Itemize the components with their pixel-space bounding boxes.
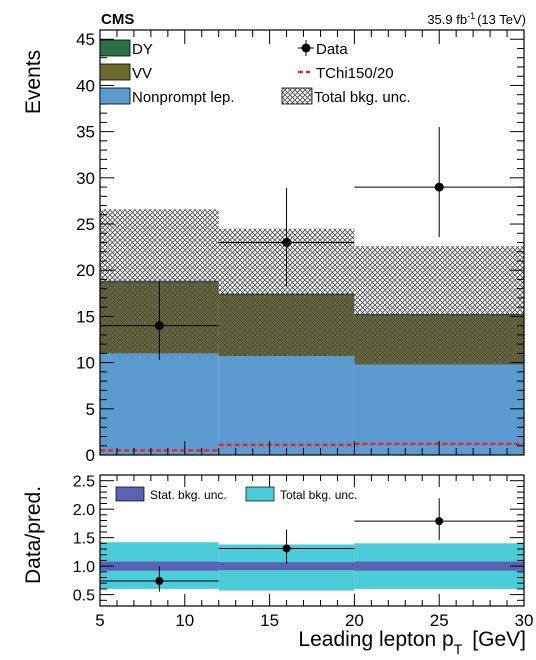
luminosity-value: 35.9 fb bbox=[427, 12, 467, 27]
ratio-point-1 bbox=[282, 544, 291, 553]
ratio-legend-swatch-stat bbox=[115, 486, 145, 502]
y-tick-label-40: 40 bbox=[76, 76, 95, 95]
legend-entry-unc: Total bkg. unc. bbox=[281, 87, 411, 106]
legend-label-data: Data bbox=[316, 41, 348, 58]
y-tick-label-45: 45 bbox=[76, 30, 95, 49]
y-tick-label-25: 25 bbox=[76, 215, 95, 234]
x-axis-title-unit: [GeV] bbox=[472, 628, 526, 651]
legend-label-signal: TChi150/20 bbox=[316, 65, 394, 82]
legend-entry-nonprompt: Nonprompt lep. bbox=[99, 87, 235, 106]
ratio-legend-entry-total: Total bkg. unc. bbox=[245, 486, 357, 502]
x-tick-label-30: 30 bbox=[515, 611, 534, 630]
y-tick-label-30: 30 bbox=[76, 169, 95, 188]
x-axis-title-subscript: T bbox=[454, 641, 463, 657]
legend-swatch-nonprompt bbox=[99, 87, 131, 105]
data-point-2 bbox=[434, 182, 444, 192]
legend-label-vv: VV bbox=[132, 65, 152, 82]
energy-label: (13 TeV) bbox=[477, 12, 526, 27]
legend-label-unc: Total bkg. unc. bbox=[314, 89, 411, 106]
luminosity-label: 35.9 fb-1 (13 TeV) bbox=[427, 11, 526, 27]
ratio-y-tick-label-2.5: 2.5 bbox=[73, 474, 95, 491]
y-tick-label-35: 35 bbox=[76, 123, 95, 142]
y-tick-label-15: 15 bbox=[76, 307, 95, 326]
ratio-y-tick-label-1.0: 1.0 bbox=[73, 559, 95, 576]
legend-label-dy: DY bbox=[132, 41, 153, 58]
legend-swatch-dy bbox=[99, 39, 131, 57]
legend-entry-vv: VV bbox=[99, 63, 152, 82]
x-tick-label-15: 15 bbox=[260, 611, 279, 630]
legend-swatch-unc bbox=[281, 87, 313, 105]
legend-marker-dot bbox=[301, 43, 311, 53]
main-plot: 0 5 10 15 20 25 30 35 40 45 DY VV Nonprompt lep. Data… bbox=[76, 29, 525, 465]
legend-entry-signal: TChi150/20 bbox=[298, 65, 394, 82]
x-tick-label-25: 25 bbox=[430, 611, 449, 630]
uncertainty-band-2 bbox=[354, 246, 524, 365]
bar-nonprompt-lep-2 bbox=[354, 364, 524, 455]
ratio-legend-entry-stat: Stat. bkg. unc. bbox=[115, 486, 227, 502]
x-axis-title-main: Leading lepton p bbox=[298, 628, 453, 651]
y-tick-label-5: 5 bbox=[86, 400, 95, 419]
y-tick-label-0: 0 bbox=[86, 446, 95, 465]
ratio-plot: 0.5 1.0 1.5 2.0 2.5 5 10 15 20 25 30 Stat. bkg. unc… bbox=[73, 474, 534, 630]
x-axis-title: Leading lepton pT [GeV] bbox=[298, 628, 526, 657]
luminosity-exponent: -1 bbox=[467, 11, 475, 21]
ratio-frame bbox=[99, 474, 525, 607]
experiment-label: CMS bbox=[101, 11, 134, 28]
ratio-point-0 bbox=[155, 576, 164, 585]
x-tick-label-20: 20 bbox=[345, 611, 364, 630]
y-tick-label-20: 20 bbox=[76, 261, 95, 280]
ratio-legend-label-stat: Stat. bkg. unc. bbox=[150, 488, 227, 502]
data-point-1 bbox=[282, 238, 292, 247]
stat-unc-band-1 bbox=[218, 562, 355, 571]
ratio-y-tick-label-0.5: 0.5 bbox=[73, 588, 95, 605]
y-axis-title: Events bbox=[22, 50, 45, 114]
data-point-0 bbox=[154, 321, 164, 331]
legend-entry-dy: DY bbox=[99, 39, 153, 58]
legend-entry-data: Data bbox=[298, 40, 348, 58]
ratio-point-2 bbox=[435, 517, 444, 526]
ratio-y-tick-label-2.0: 2.0 bbox=[73, 502, 95, 519]
ratio-legend-label-total: Total bkg. unc. bbox=[280, 488, 357, 502]
ratio-y-axis-title: Data/pred. bbox=[22, 486, 45, 584]
x-tick-label-10: 10 bbox=[175, 611, 194, 630]
legend-swatch-vv bbox=[99, 63, 131, 81]
x-tick-label-5: 5 bbox=[95, 611, 104, 630]
stat-unc-band-2 bbox=[354, 561, 524, 571]
y-tick-label-10: 10 bbox=[76, 354, 95, 373]
legend-label-nonprompt: Nonprompt lep. bbox=[132, 89, 235, 106]
bar-nonprompt-lep-0 bbox=[100, 353, 219, 455]
ratio-y-tick-label-1.5: 1.5 bbox=[73, 531, 95, 548]
bar-nonprompt-lep-1 bbox=[218, 356, 355, 455]
ratio-legend-swatch-total bbox=[245, 486, 275, 502]
